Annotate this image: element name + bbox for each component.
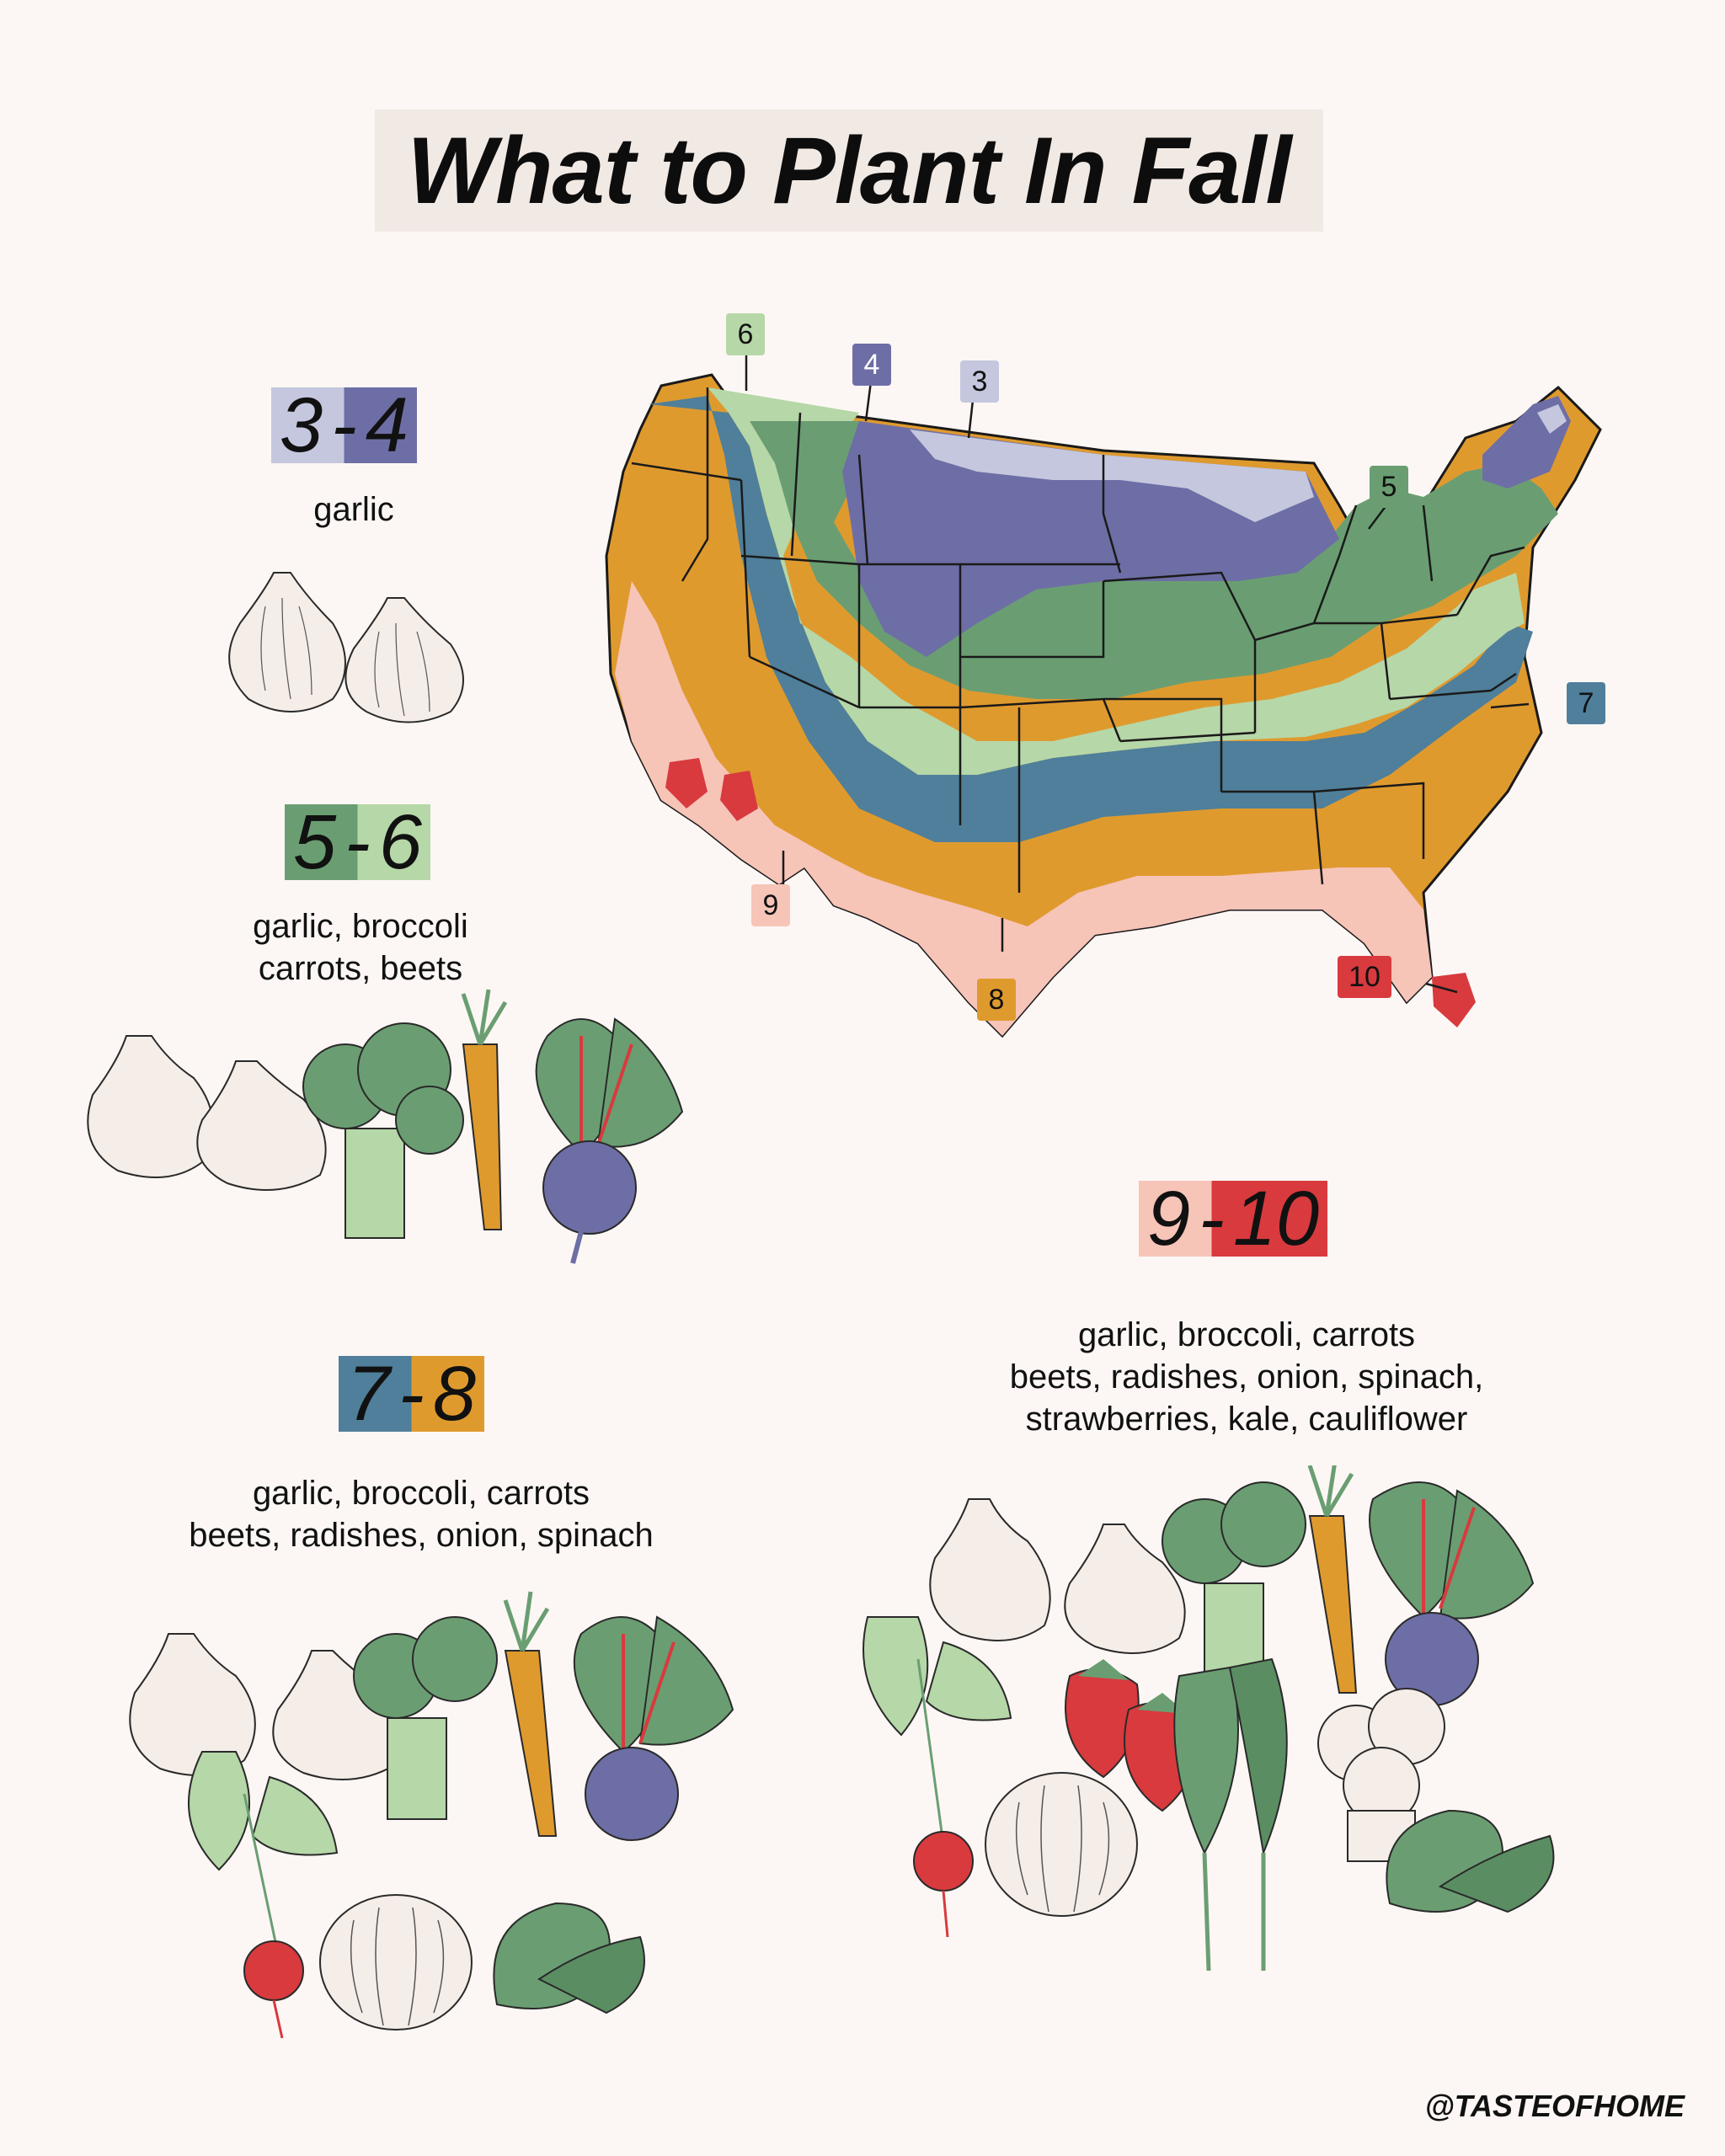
zone-badge-7-8: 7-8 bbox=[339, 1351, 484, 1437]
map-zone-3-northeast bbox=[1537, 404, 1567, 434]
carrot-icon bbox=[1307, 1465, 1358, 1694]
broccoli-icon bbox=[1162, 1481, 1306, 1685]
map-state-lines bbox=[631, 387, 1525, 893]
zone-badge-6: 6 bbox=[370, 803, 430, 881]
us-hardiness-zone-map bbox=[605, 354, 1602, 1038]
spinach-icon bbox=[493, 1902, 645, 2015]
zone-badge-5-6: 5-6 bbox=[285, 799, 430, 885]
zone-badge-separator: - bbox=[398, 1351, 425, 1437]
zone-badge-9: 9 bbox=[1139, 1180, 1199, 1257]
credit-handle: @TASTEOFHOME bbox=[1424, 2089, 1685, 2123]
onion-icon bbox=[319, 1894, 473, 2031]
zone-badge-3: 3 bbox=[271, 387, 332, 464]
map-label-zone-10: 10 bbox=[1338, 956, 1391, 998]
zone-badge-separator: - bbox=[1199, 1176, 1225, 1262]
map-label-zone-5: 5 bbox=[1370, 466, 1408, 508]
map-label-zone-6: 6 bbox=[726, 313, 765, 355]
zone-badge-separator: - bbox=[331, 382, 357, 468]
broccoli-icon bbox=[353, 1616, 498, 1820]
beet-icon bbox=[1369, 1481, 1535, 1706]
plant-list-line: garlic, broccoli, carrots bbox=[1077, 1316, 1416, 1353]
plant-list-line: strawberries, kale, cauliflower bbox=[1025, 1401, 1468, 1438]
plant-list-line: garlic bbox=[313, 491, 394, 528]
zone-badge-8: 8 bbox=[424, 1355, 484, 1433]
veg-illustration-9-10 bbox=[862, 1465, 1555, 1971]
carrot-icon bbox=[461, 989, 508, 1230]
map-label-zone-8: 8 bbox=[977, 979, 1016, 1021]
zone-badge-3-4: 3-4 bbox=[271, 382, 417, 468]
garlic-illustration bbox=[228, 572, 464, 723]
veg-illustration-5-6 bbox=[87, 989, 684, 1264]
zone-badge-4: 4 bbox=[356, 387, 417, 464]
broccoli-icon bbox=[302, 1022, 464, 1239]
map-label-zone-9: 9 bbox=[751, 884, 790, 926]
beet-icon bbox=[573, 1615, 734, 1841]
map-zone-10-arizona bbox=[720, 771, 758, 821]
plant-list-3-4: garlic bbox=[219, 488, 489, 531]
map-label-zone-7: 7 bbox=[1567, 682, 1605, 724]
radish-icon bbox=[862, 1616, 1012, 1938]
plant-list-7-8: garlic, broccoli, carrots beets, radishe… bbox=[152, 1472, 691, 1556]
map-label-zone-3: 3 bbox=[960, 360, 999, 403]
zone-badge-9-10: 9-10 bbox=[1139, 1176, 1328, 1262]
radish-icon bbox=[188, 1751, 339, 2039]
plant-list-line: beets, radishes, onion, spinach bbox=[189, 1517, 654, 1554]
zone-badge-separator: - bbox=[344, 799, 371, 885]
plant-list-line: garlic, broccoli bbox=[253, 908, 468, 945]
page-title: What to Plant In Fall bbox=[407, 118, 1291, 223]
onion-icon bbox=[985, 1772, 1138, 1917]
map-zone-3-region bbox=[910, 430, 1314, 522]
map-zone-10-california bbox=[665, 758, 708, 808]
spinach-icon bbox=[1386, 1809, 1555, 1913]
beet-icon bbox=[535, 1017, 684, 1264]
kale-icon bbox=[1173, 1657, 1288, 1971]
plant-list-9-10: garlic, broccoli, carrots beets, radishe… bbox=[977, 1314, 1516, 1440]
map-zone-9-band bbox=[615, 581, 1432, 1036]
carrot-icon bbox=[503, 1591, 558, 1837]
garlic-icon bbox=[929, 1498, 1186, 1654]
plant-list-5-6: garlic, broccoli carrots, beets bbox=[192, 905, 529, 990]
zone-badge-5: 5 bbox=[285, 803, 345, 881]
garlic-icon bbox=[87, 1035, 327, 1191]
zone-badge-7: 7 bbox=[339, 1355, 399, 1433]
plant-list-line: garlic, broccoli, carrots bbox=[252, 1475, 590, 1512]
plant-list-line: carrots, beets bbox=[258, 950, 463, 987]
map-zone-7-band bbox=[649, 396, 1533, 842]
title-banner: What to Plant In Fall bbox=[375, 109, 1323, 232]
zone-badge-10: 10 bbox=[1224, 1180, 1328, 1257]
veg-illustration-7-8 bbox=[129, 1591, 734, 2039]
plant-list-line: beets, radishes, onion, spinach, bbox=[1009, 1358, 1484, 1396]
map-label-zone-4: 4 bbox=[852, 344, 891, 386]
map-zone-10-florida bbox=[1432, 973, 1476, 1027]
